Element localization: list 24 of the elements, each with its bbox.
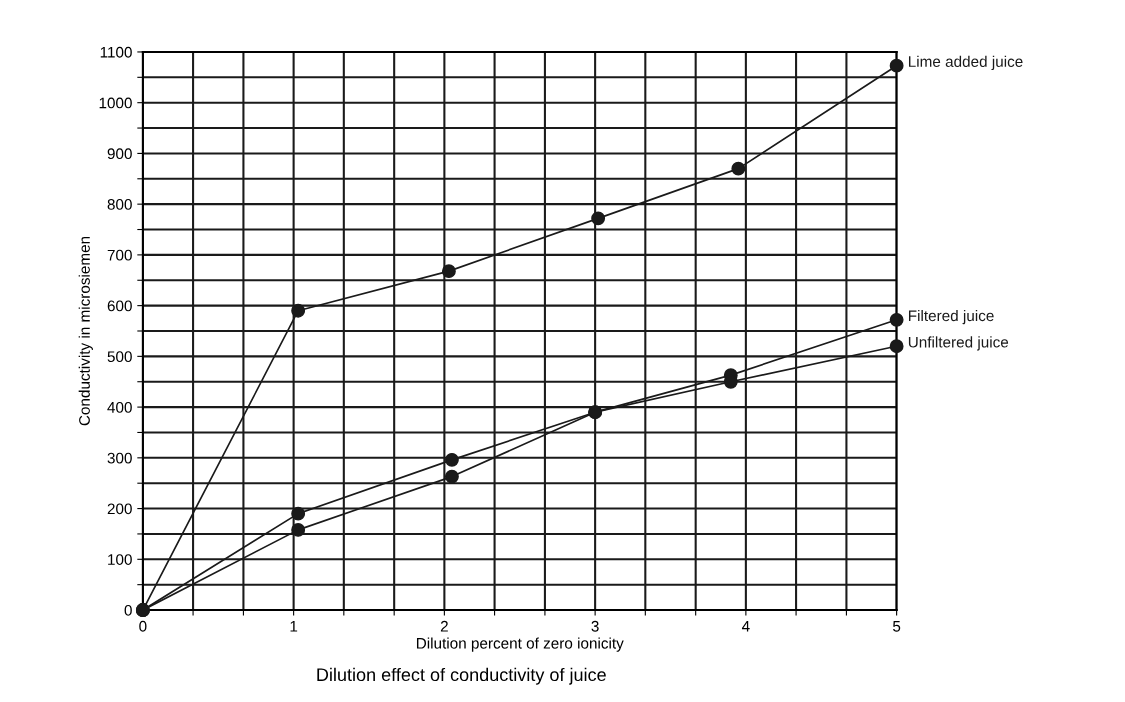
series-label: Lime added juice (908, 55, 1023, 70)
y-tick-label: 300 (107, 452, 132, 464)
y-tick-label: 600 (107, 300, 132, 312)
y-tick-label: 200 (107, 503, 132, 515)
y-tick-label: 0 (124, 604, 132, 616)
y-tick-label: 400 (107, 401, 132, 413)
x-axis-title: Dilution percent of zero ionicity (416, 637, 624, 652)
series-label: Filtered juice (908, 309, 994, 325)
x-tick-label: 0 (139, 620, 147, 632)
y-axis-title: Conductivity in microsiemen (78, 236, 93, 426)
y-tick-label: 500 (107, 351, 132, 363)
x-tick-label: 3 (591, 620, 599, 632)
y-tick-label: 1000 (99, 97, 132, 109)
y-tick-label: 900 (107, 148, 132, 160)
y-tick-label: 100 (108, 554, 132, 565)
x-tick-label: 5 (892, 621, 901, 632)
series-label: Unfiltered juice (908, 336, 1009, 351)
y-tick-label: 1100 (100, 46, 132, 58)
text: Dilution effect of conductivity of juice (317, 667, 606, 685)
x-tick-label: 4 (741, 621, 750, 632)
x-tick-label: 2 (440, 620, 448, 632)
y-tick-label: 800 (107, 199, 132, 210)
x-tick-label: 1 (290, 621, 298, 632)
y-tick-label: 700 (107, 249, 132, 261)
